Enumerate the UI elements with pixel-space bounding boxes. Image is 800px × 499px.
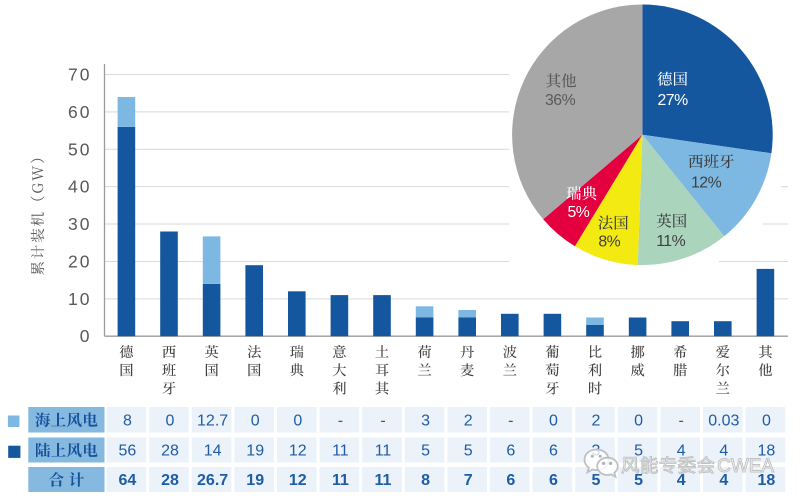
svg-text:10: 10 — [68, 289, 91, 309]
svg-text:6: 6 — [549, 472, 558, 489]
svg-text:50: 50 — [68, 139, 91, 159]
svg-text:3: 3 — [421, 412, 430, 429]
svg-text:11: 11 — [375, 443, 392, 460]
svg-text:12: 12 — [289, 443, 307, 460]
svg-text:4: 4 — [677, 443, 686, 460]
svg-text:0: 0 — [634, 412, 643, 429]
svg-text:18: 18 — [758, 443, 776, 460]
svg-text:4: 4 — [719, 472, 728, 489]
svg-text:19: 19 — [246, 443, 264, 460]
svg-text:11: 11 — [375, 472, 392, 489]
svg-text:28: 28 — [161, 443, 179, 460]
svg-text:-: - — [380, 412, 385, 429]
svg-text:0: 0 — [251, 412, 260, 429]
svg-text:5: 5 — [421, 443, 430, 460]
svg-text:8%: 8% — [598, 234, 620, 251]
svg-text:8: 8 — [421, 472, 430, 489]
svg-text:20: 20 — [68, 251, 91, 271]
svg-text:5: 5 — [634, 443, 643, 460]
svg-text:12: 12 — [289, 472, 307, 489]
svg-text:11%: 11% — [656, 233, 685, 250]
svg-text:CWEA: CWEA — [717, 456, 774, 477]
svg-text:5%: 5% — [568, 204, 590, 221]
svg-text:36%: 36% — [545, 92, 576, 109]
svg-text:12.7: 12.7 — [197, 412, 228, 429]
svg-text:11: 11 — [332, 443, 349, 460]
svg-text:19: 19 — [246, 472, 264, 489]
svg-text:6: 6 — [549, 443, 558, 460]
svg-text:56: 56 — [119, 443, 137, 460]
svg-text:0: 0 — [166, 412, 175, 429]
svg-text:0: 0 — [549, 412, 558, 429]
svg-text:5: 5 — [634, 472, 643, 489]
svg-text:8: 8 — [123, 412, 132, 429]
svg-text:30: 30 — [68, 214, 91, 234]
svg-text:5: 5 — [592, 472, 601, 489]
svg-text:2: 2 — [464, 412, 473, 429]
svg-text:12%: 12% — [691, 174, 722, 191]
svg-text:-: - — [338, 412, 343, 429]
svg-text:70: 70 — [68, 65, 91, 85]
svg-text:14: 14 — [204, 443, 222, 460]
svg-text:64: 64 — [119, 472, 137, 489]
svg-text:27%: 27% — [658, 92, 689, 109]
svg-text:-: - — [679, 412, 684, 429]
svg-text:6: 6 — [506, 443, 515, 460]
svg-text:60: 60 — [68, 102, 91, 122]
svg-text:0: 0 — [762, 412, 771, 429]
svg-text:0.03: 0.03 — [708, 412, 739, 429]
svg-text:28: 28 — [161, 472, 179, 489]
svg-text:26.7: 26.7 — [197, 472, 228, 489]
svg-text:40: 40 — [68, 177, 91, 197]
svg-text:0: 0 — [80, 326, 92, 346]
svg-text:18: 18 — [758, 472, 776, 489]
svg-text:-: - — [508, 412, 513, 429]
svg-text:2: 2 — [592, 412, 601, 429]
svg-text:4: 4 — [719, 443, 728, 460]
svg-text:5: 5 — [464, 443, 473, 460]
svg-text:4: 4 — [677, 472, 686, 489]
svg-text:11: 11 — [332, 472, 349, 489]
svg-text:6: 6 — [506, 472, 515, 489]
svg-text:0: 0 — [293, 412, 302, 429]
svg-text:7: 7 — [464, 472, 473, 489]
